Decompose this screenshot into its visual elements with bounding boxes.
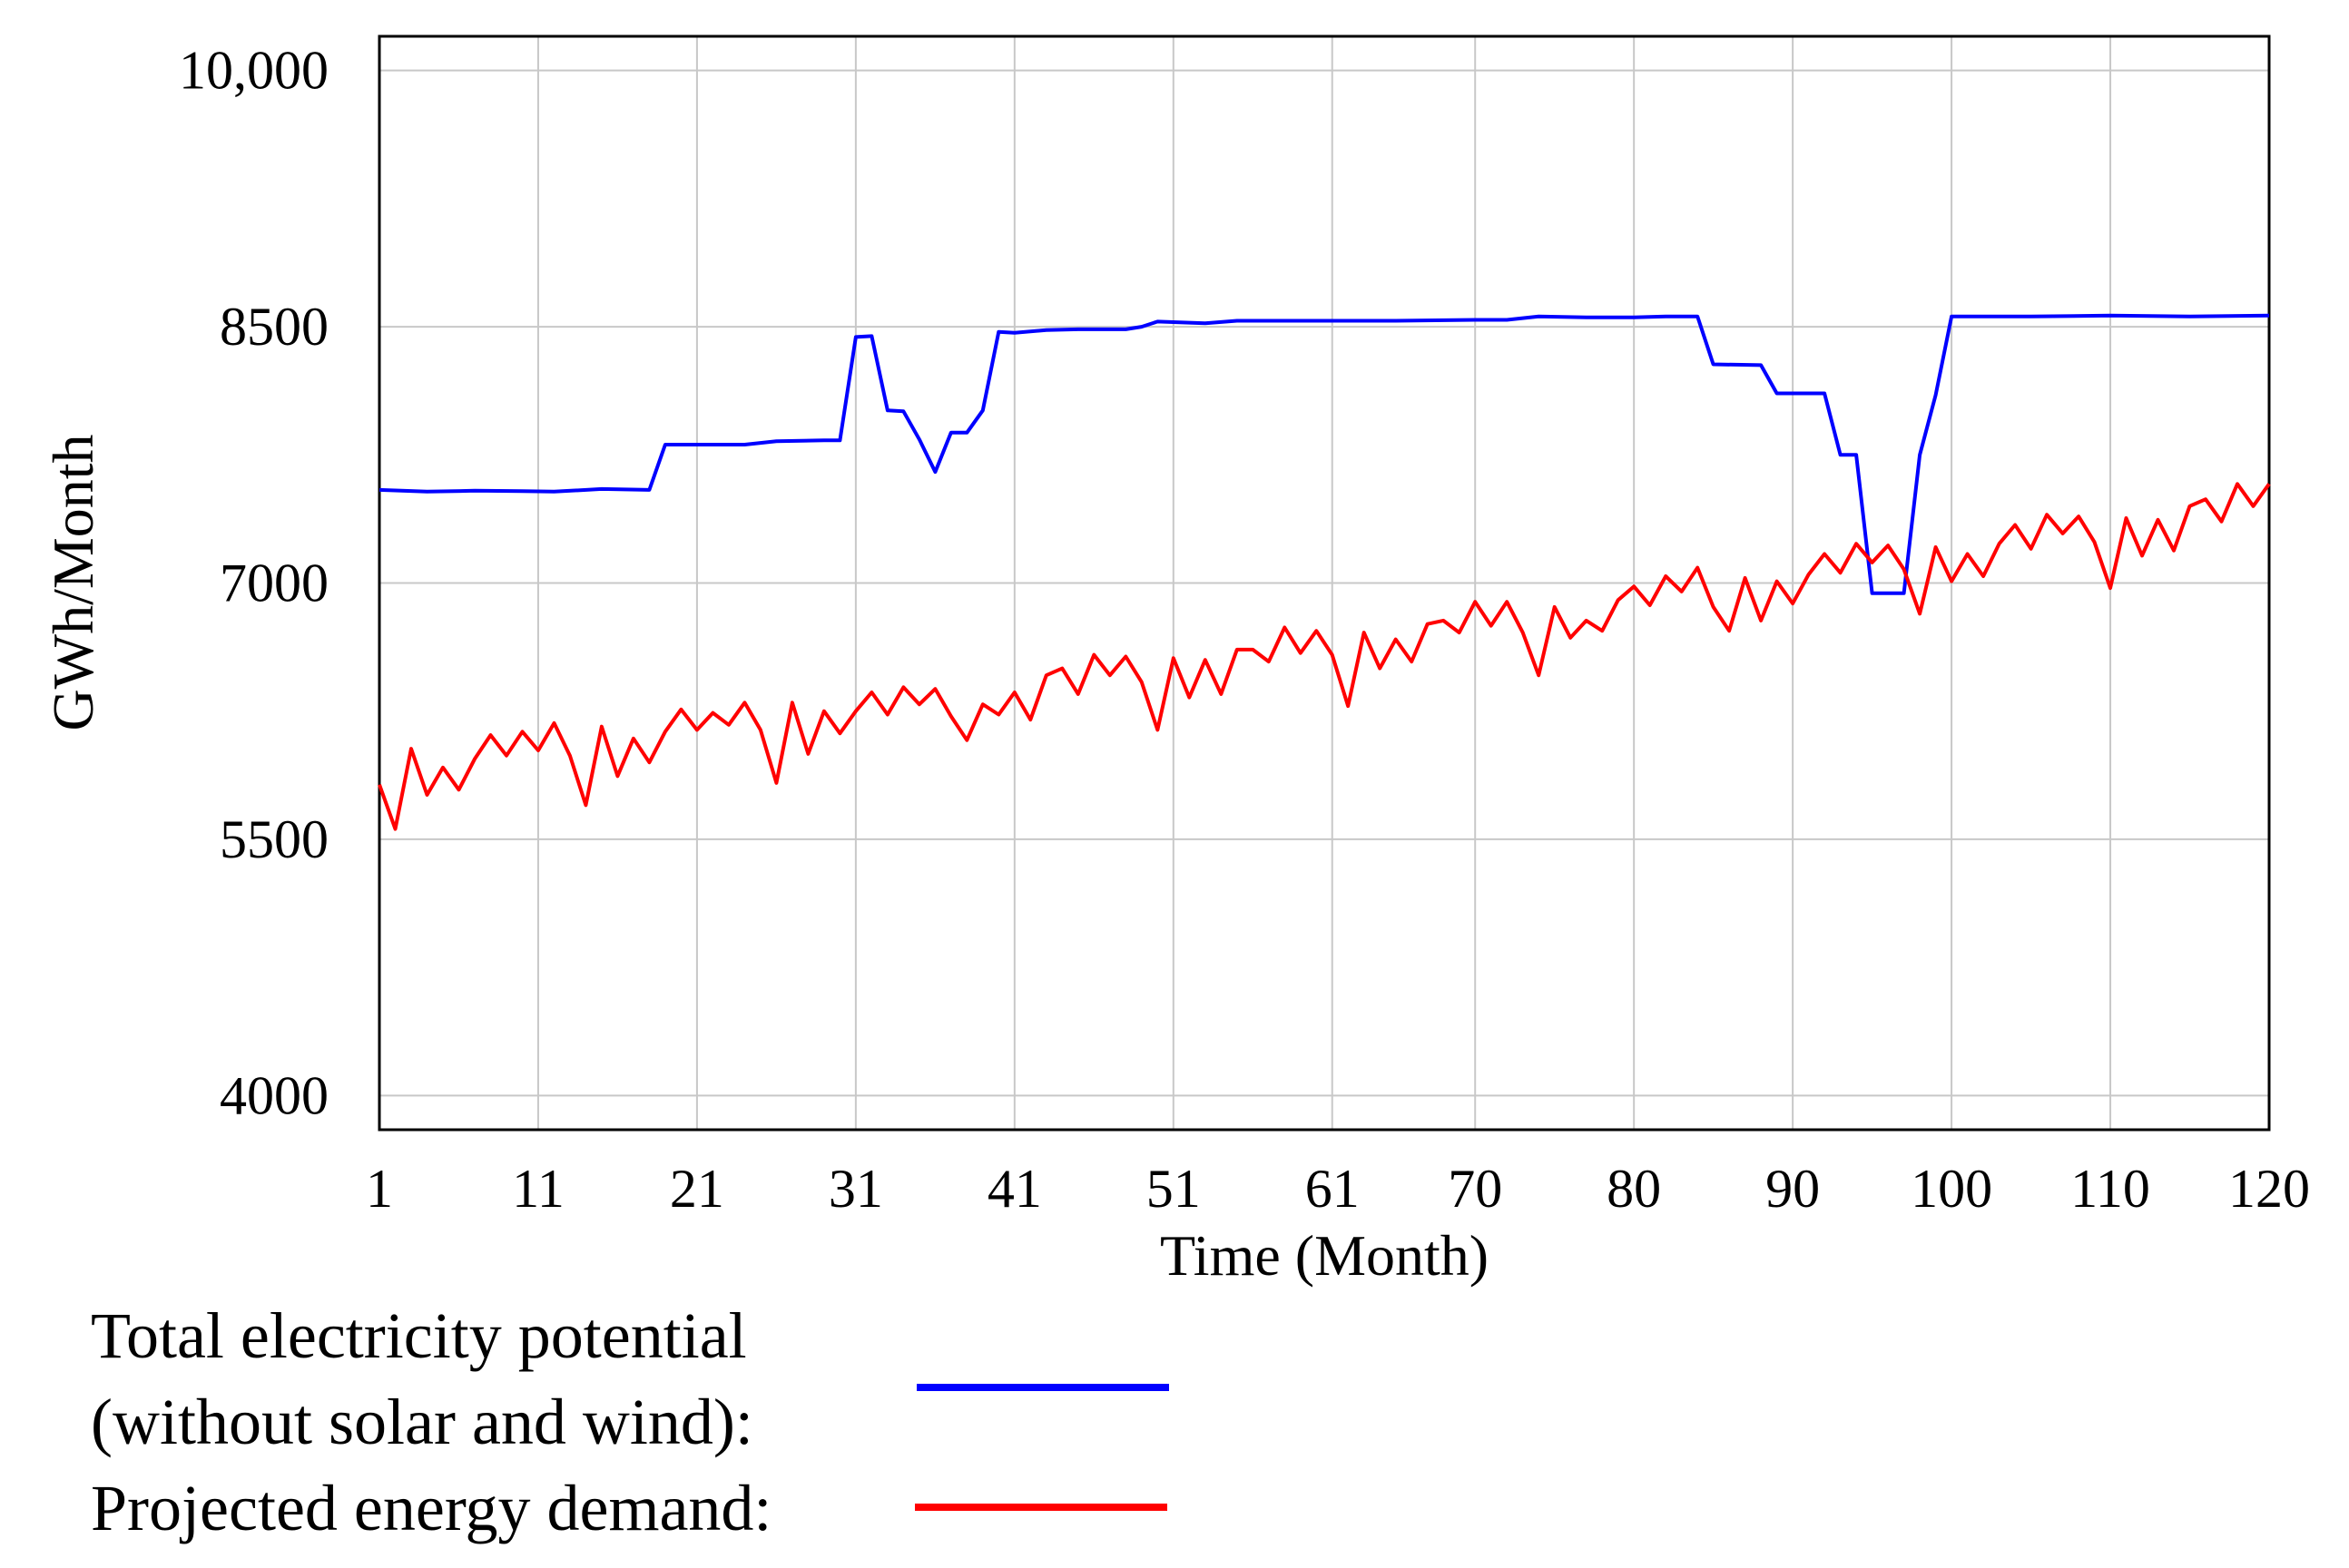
x-tick-label-100: 100 <box>1911 1159 1992 1219</box>
series-layer <box>378 313 2271 831</box>
y-tick-labels: 4000 5500 7000 8500 10,000 <box>179 41 329 1126</box>
y-tick-label-4000: 4000 <box>220 1065 329 1125</box>
x-tick-label-21: 21 <box>670 1159 724 1219</box>
x-tick-label-61: 61 <box>1305 1159 1360 1219</box>
x-tick-label-11: 11 <box>512 1159 565 1219</box>
series-line-0 <box>378 313 2270 595</box>
x-tick-label-110: 110 <box>2070 1159 2150 1219</box>
legend: Total electricity potential (without sol… <box>91 1293 1169 1552</box>
y-axis-title: GWh/Month <box>41 434 105 730</box>
x-tick-label-90: 90 <box>1765 1159 1820 1219</box>
legend-swatch-projected-demand <box>915 1504 1167 1511</box>
legend-entry-projected-demand: Projected energy demand: <box>91 1465 1167 1552</box>
x-tick-labels: 1 11 21 31 41 51 61 70 80 90 100 110 120 <box>366 1159 2310 1219</box>
x-tick-label-31: 31 <box>829 1159 883 1219</box>
grid <box>379 36 2269 1130</box>
x-tick-label-41: 41 <box>988 1159 1042 1219</box>
legend-swatch-total-potential <box>917 1384 1169 1391</box>
x-tick-label-70: 70 <box>1448 1159 1502 1219</box>
legend-label-total-potential-line1: Total electricity potential <box>91 1299 747 1372</box>
y-tick-label-7000: 7000 <box>220 554 329 613</box>
x-tick-label-120: 120 <box>2228 1159 2310 1219</box>
x-tick-label-1: 1 <box>366 1159 393 1219</box>
x-axis-title: Time (Month) <box>1160 1223 1489 1288</box>
y-tick-label-10000: 10,000 <box>179 41 329 101</box>
y-tick-label-5500: 5500 <box>220 809 329 869</box>
legend-label-total-potential-line2: (without solar and wind): <box>91 1386 753 1458</box>
x-tick-label-80: 80 <box>1607 1159 1661 1219</box>
legend-label-projected-demand: Projected energy demand: <box>91 1472 772 1544</box>
plot-frame <box>378 34 2271 1132</box>
series-line-1 <box>378 482 2271 831</box>
y-tick-label-8500: 8500 <box>220 297 329 357</box>
legend-entry-total-potential: Total electricity potential (without sol… <box>91 1293 1169 1465</box>
x-tick-label-51: 51 <box>1146 1159 1201 1219</box>
